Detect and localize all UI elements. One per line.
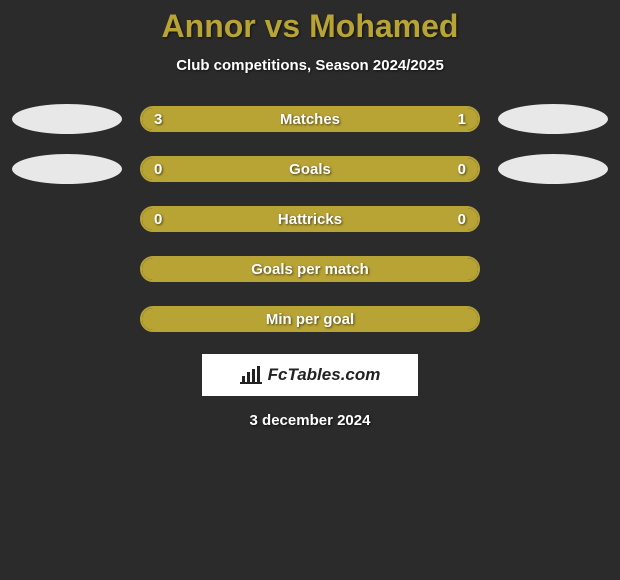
stat-label: Hattricks <box>142 208 478 230</box>
bar-chart-icon <box>240 366 262 384</box>
stat-bar: 00Hattricks <box>140 206 480 232</box>
side-spacer <box>498 254 608 284</box>
player-left-ellipse <box>12 104 122 134</box>
stat-row: 00Hattricks <box>0 204 620 234</box>
side-spacer <box>12 254 122 284</box>
stat-bar: 00Goals <box>140 156 480 182</box>
comparison-infographic: Annor vs Mohamed Club competitions, Seas… <box>0 0 620 429</box>
page-subtitle: Club competitions, Season 2024/2025 <box>0 57 620 74</box>
side-spacer <box>12 204 122 234</box>
stat-rows: 31Matches 00Goals 00Hattricks Goals per mat… <box>0 104 620 334</box>
player-left-ellipse <box>12 154 122 184</box>
stat-label: Matches <box>142 108 478 130</box>
stat-row: 31Matches <box>0 104 620 134</box>
stat-row: Min per goal <box>0 304 620 334</box>
logo-badge: FcTables.com <box>202 354 418 396</box>
player-right-ellipse <box>498 104 608 134</box>
logo-text: FcTables.com <box>268 365 381 385</box>
stat-label: Min per goal <box>142 308 478 330</box>
stat-label: Goals <box>142 158 478 180</box>
side-spacer <box>498 204 608 234</box>
side-spacer <box>498 304 608 334</box>
stat-bar: Goals per match <box>140 256 480 282</box>
date-label: 3 december 2024 <box>0 412 620 429</box>
stat-row: 00Goals <box>0 154 620 184</box>
player-right-ellipse <box>498 154 608 184</box>
page-title: Annor vs Mohamed <box>0 8 620 45</box>
side-spacer <box>12 304 122 334</box>
stat-row: Goals per match <box>0 254 620 284</box>
stat-label: Goals per match <box>142 258 478 280</box>
stat-bar: Min per goal <box>140 306 480 332</box>
stat-bar: 31Matches <box>140 106 480 132</box>
